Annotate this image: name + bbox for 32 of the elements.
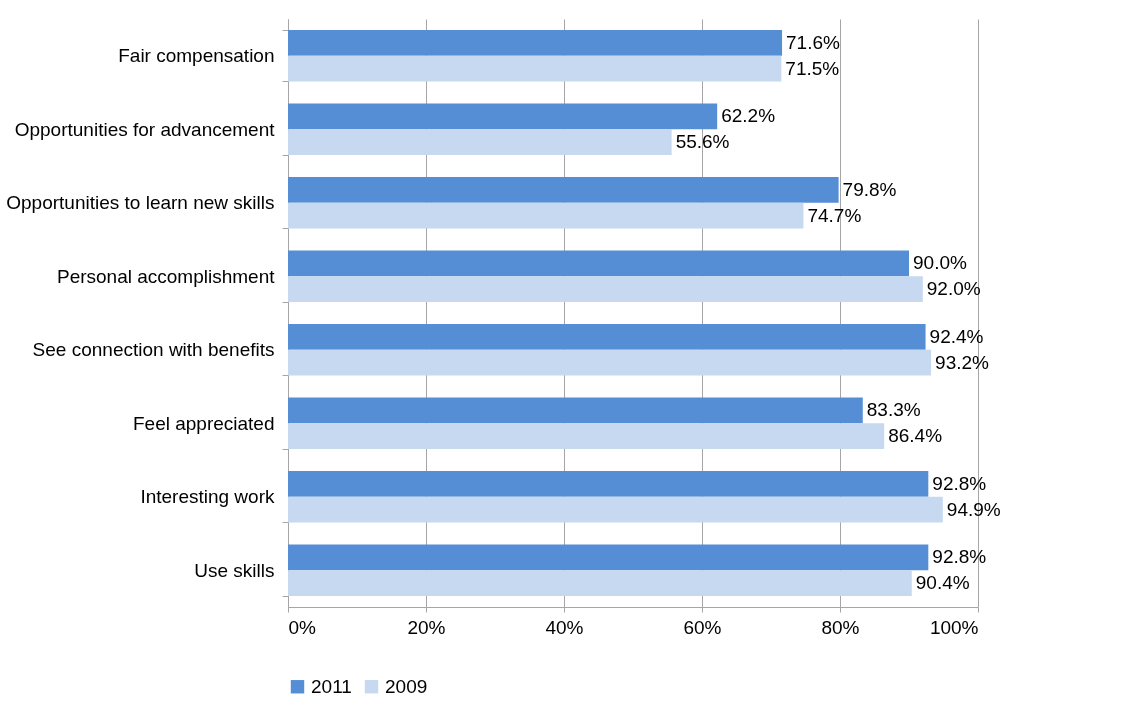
data-label: 55.6% <box>675 131 730 153</box>
data-label: 62.2% <box>721 105 776 127</box>
data-label: 92.8% <box>932 472 987 494</box>
y-tick-label: Feel appreciated <box>132 412 275 434</box>
legend-label: 2011 <box>311 675 352 697</box>
legend-label: 2009 <box>385 675 428 697</box>
y-tick-label: Fair compensation <box>118 45 275 67</box>
data-label: 79.8% <box>842 178 897 200</box>
data-label: 94.9% <box>946 498 1001 520</box>
y-tick-label: Interesting work <box>140 486 275 508</box>
x-tick-label: 0% <box>288 616 317 638</box>
x-tick-label: 80% <box>821 616 860 638</box>
x-tick-label: 20% <box>407 616 446 638</box>
y-tick-label: Opportunities for advancement <box>14 118 276 140</box>
data-label: 90.0% <box>913 252 967 274</box>
y-tick-label: Personal accomplishment <box>56 265 276 287</box>
y-tick-label: See connection with benefits <box>32 339 275 361</box>
data-label: 92.4% <box>929 325 984 347</box>
data-label: 71.6% <box>786 31 841 53</box>
data-label: 74.7% <box>807 204 862 226</box>
x-tick-label: 60% <box>683 616 722 638</box>
data-label: 86.4% <box>888 425 943 447</box>
y-tick-label: Use skills <box>194 559 275 581</box>
x-tick-label: 40% <box>545 616 584 638</box>
data-label: 93.2% <box>935 351 990 373</box>
y-tick-label: Opportunities to learn new skills <box>6 192 275 214</box>
data-label: 92.8% <box>932 546 987 568</box>
x-tick-label: 100% <box>929 616 979 638</box>
data-label: 83.3% <box>866 399 921 421</box>
data-label: 92.0% <box>926 278 981 300</box>
data-label: 90.4% <box>915 572 970 594</box>
data-label: 71.5% <box>785 57 840 79</box>
